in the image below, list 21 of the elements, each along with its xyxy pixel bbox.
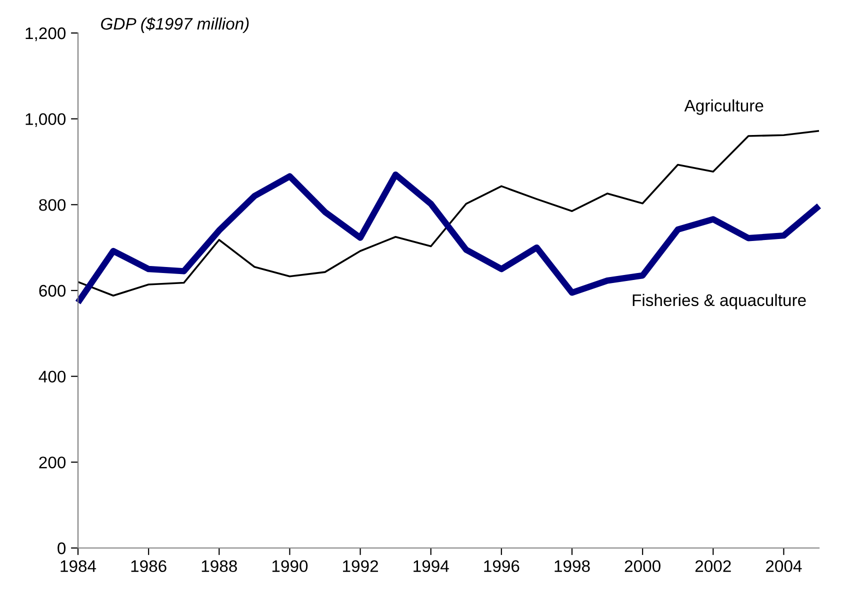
y-tick-label: 1,000 bbox=[26, 113, 66, 128]
y-tick-label: 200 bbox=[39, 456, 66, 468]
x-tick-label: 1986 bbox=[131, 560, 166, 572]
x-tick-label: 2004 bbox=[766, 560, 802, 572]
x-tick-label: 1992 bbox=[343, 560, 378, 572]
x-tick-label: 1990 bbox=[272, 560, 308, 572]
y-axis-title: GDP ($1997 million) bbox=[101, 17, 249, 33]
y-tick-label: 600 bbox=[39, 284, 66, 297]
y-tick-label: 0 bbox=[58, 542, 66, 554]
series-label: Fisheries & aquaculture bbox=[632, 294, 806, 310]
x-tick-label: 1988 bbox=[202, 560, 237, 572]
x-tick-label: 2002 bbox=[695, 560, 731, 572]
y-tick-label: 400 bbox=[38, 370, 66, 383]
x-tick-label: 1998 bbox=[554, 560, 590, 572]
series-label: Agriculture bbox=[684, 99, 764, 115]
y-tick-label: 1,200 bbox=[26, 27, 66, 42]
x-tick-label: 1996 bbox=[484, 560, 520, 572]
x-tick-label: 1984 bbox=[60, 560, 96, 572]
x-tick-label: 1994 bbox=[414, 560, 449, 572]
x-tick-label: 2000 bbox=[624, 560, 660, 572]
y-tick-label: 800 bbox=[39, 199, 66, 211]
